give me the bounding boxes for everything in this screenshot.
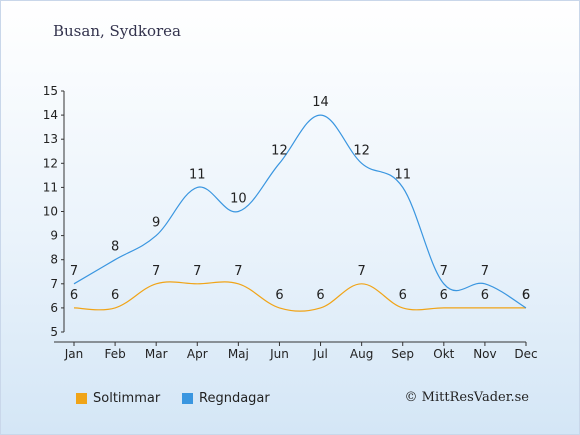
data-label-regndagar: 12 [353,143,370,158]
x-tick-label: Okt [433,347,454,361]
y-tick-label: 5 [50,325,58,339]
data-label-regndagar: 7 [481,264,489,279]
data-label-regndagar: 6 [522,288,530,303]
series-line-soltimmar [73,281,526,312]
legend-label-sun: Soltimmar [93,391,161,406]
x-tick-label: Dec [514,347,537,361]
legend-swatch-sun [76,393,87,404]
series-lines [73,114,527,312]
data-label-regndagar: 12 [271,143,288,158]
chart-title: Busan, Sydkorea [53,22,181,40]
legend-item-rain: Regndagar [182,391,270,406]
legend-item-sun: Soltimmar [76,391,160,406]
data-label-regndagar: 10 [230,192,247,207]
data-label-regndagar: 8 [111,240,119,255]
site-credit: © MittResVader.se [404,390,529,405]
legend-swatch-rain [182,393,193,404]
y-tick-label: 6 [50,301,58,315]
data-label-soltimmar: 6 [70,288,78,303]
x-tick-label: Nov [473,347,496,361]
y-tick-label: 8 [50,253,58,267]
x-tick-label: Jul [312,347,327,361]
data-label-soltimmar: 6 [522,288,530,303]
data-label-soltimmar: 7 [152,264,160,279]
data-label-regndagar: 7 [70,264,78,279]
data-label-soltimmar: 7 [193,264,201,279]
x-tick-label: Jun [269,347,289,361]
y-tick-label: 12 [43,156,58,170]
data-label-soltimmar: 7 [234,264,242,279]
data-label-soltimmar: 6 [316,288,324,303]
legend-label-rain: Regndagar [199,391,270,406]
data-label-regndagar: 11 [394,167,411,182]
y-tick-label: 11 [43,180,58,194]
y-tick-label: 9 [50,229,58,243]
x-tick-label: Jan [64,347,84,361]
y-tick-label: 10 [43,205,58,219]
series-line-regndagar [73,114,527,309]
data-label-soltimmar: 6 [481,288,489,303]
y-tick-label: 15 [43,84,58,98]
data-label-soltimmar: 6 [111,288,119,303]
data-label-regndagar: 7 [440,264,448,279]
x-tick-label: Aug [350,347,373,361]
y-tick-label: 14 [43,108,58,122]
data-label-regndagar: 9 [152,216,160,231]
data-label-soltimmar: 6 [440,288,448,303]
data-label-soltimmar: 7 [357,264,365,279]
data-label-regndagar: 11 [189,167,206,182]
data-label-soltimmar: 6 [399,288,407,303]
x-tick-label: Feb [104,347,125,361]
y-tick-label: 7 [50,277,58,291]
x-tick-label: Maj [228,347,249,361]
y-tick-label: 13 [43,132,58,146]
data-label-soltimmar: 6 [275,288,283,303]
x-tick-label: Apr [187,347,208,361]
x-tick-label: Mar [145,347,168,361]
data-label-regndagar: 14 [312,95,329,110]
x-tick-label: Sep [391,347,414,361]
